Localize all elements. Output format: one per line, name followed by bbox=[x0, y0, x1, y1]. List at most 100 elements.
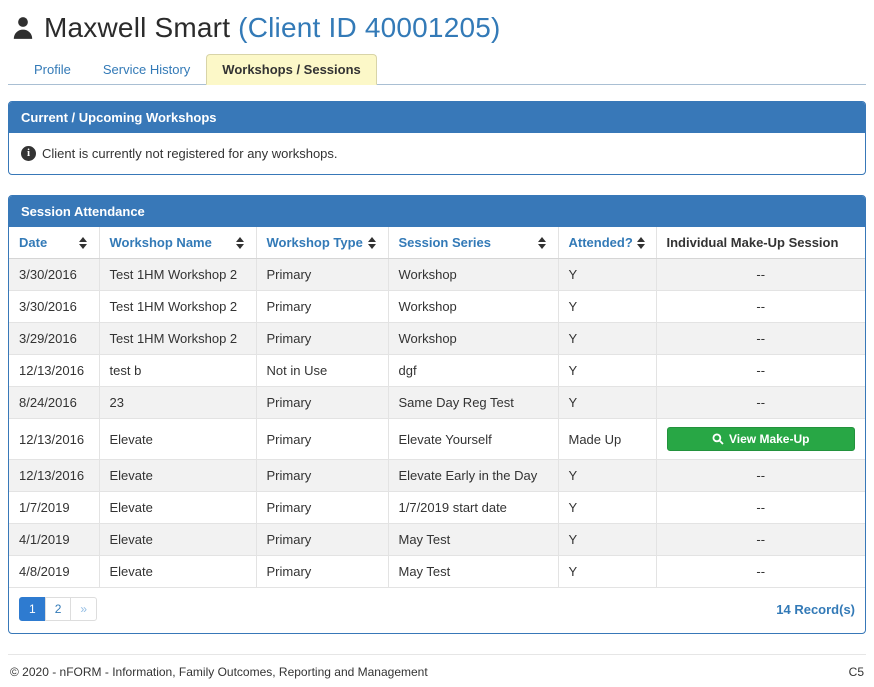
tab-workshops-sessions[interactable]: Workshops / Sessions bbox=[206, 54, 377, 85]
upcoming-panel-title: Current / Upcoming Workshops bbox=[9, 102, 865, 133]
cell-workshop-type: Primary bbox=[255, 491, 389, 524]
cell-workshop-type: Primary bbox=[255, 523, 389, 556]
cell-attended: Y bbox=[557, 258, 657, 291]
cell-date: 12/13/2016 bbox=[9, 354, 100, 387]
cell-date: 8/24/2016 bbox=[9, 386, 100, 419]
cell-attended: Y bbox=[557, 555, 657, 588]
table-row: 3/30/2016 Test 1HM Workshop 2 Primary Wo… bbox=[9, 290, 865, 323]
table-row: 4/1/2019 Elevate Primary May Test Y -- bbox=[9, 523, 865, 556]
tab-bar: Profile Service History Workshops / Sessio… bbox=[8, 54, 866, 85]
table-row: 12/13/2016 test b Not in Use dgf Y -- bbox=[9, 354, 865, 387]
cell-makeup: -- bbox=[655, 258, 865, 291]
table-row: 3/30/2016 Test 1HM Workshop 2 Primary Wo… bbox=[9, 258, 865, 291]
cell-attended: Y bbox=[557, 290, 657, 323]
user-icon bbox=[10, 15, 36, 41]
pagination-page-1[interactable]: 1 bbox=[19, 597, 46, 621]
page-title: Maxwell Smart (Client ID 40001205) bbox=[44, 12, 501, 44]
column-header-session-series[interactable]: Session Series bbox=[387, 227, 559, 259]
record-count: 14 Record(s) bbox=[776, 601, 855, 617]
column-header-workshop-name[interactable]: Workshop Name bbox=[98, 227, 257, 259]
cell-attended: Y bbox=[557, 523, 657, 556]
cell-makeup: View Make-Up bbox=[655, 418, 865, 460]
client-id: (Client ID 40001205) bbox=[238, 12, 501, 43]
upcoming-panel-body: i Client is currently not registered for… bbox=[9, 133, 865, 174]
footer-code: C5 bbox=[848, 665, 864, 679]
table-row: 4/8/2019 Elevate Primary May Test Y -- bbox=[9, 555, 865, 588]
cell-makeup: -- bbox=[655, 491, 865, 524]
cell-workshop-name: Elevate bbox=[98, 555, 257, 588]
table-row: 8/24/2016 23 Primary Same Day Reg Test Y… bbox=[9, 386, 865, 419]
cell-workshop-name: Elevate bbox=[98, 459, 257, 492]
cell-session-series: Workshop bbox=[387, 290, 559, 323]
column-label: Individual Make-Up Session bbox=[666, 235, 839, 250]
cell-attended: Y bbox=[557, 459, 657, 492]
sort-icon[interactable] bbox=[537, 236, 548, 249]
cell-date: 4/1/2019 bbox=[9, 523, 100, 556]
session-attendance-table: Date Workshop Name Workshop Type Session… bbox=[9, 227, 865, 588]
cell-workshop-type: Primary bbox=[255, 386, 389, 419]
tab-profile[interactable]: Profile bbox=[34, 62, 71, 77]
column-label: Workshop Name bbox=[109, 235, 212, 250]
cell-workshop-name: 23 bbox=[98, 386, 257, 419]
cell-date: 3/30/2016 bbox=[9, 258, 100, 291]
sort-icon[interactable] bbox=[78, 236, 89, 249]
cell-workshop-type: Not in Use bbox=[255, 354, 389, 387]
cell-attended: Y bbox=[557, 386, 657, 419]
view-makeup-label: View Make-Up bbox=[729, 432, 810, 446]
view-makeup-button[interactable]: View Make-Up bbox=[666, 427, 855, 451]
cell-session-series: Elevate Yourself bbox=[387, 418, 559, 460]
sort-icon[interactable] bbox=[367, 236, 378, 249]
cell-date: 12/13/2016 bbox=[9, 418, 100, 460]
cell-date: 3/29/2016 bbox=[9, 322, 100, 355]
copyright-text: © 2020 - nFORM - Information, Family Out… bbox=[10, 665, 428, 679]
table-row: 1/7/2019 Elevate Primary 1/7/2019 start … bbox=[9, 491, 865, 524]
cell-session-series: May Test bbox=[387, 523, 559, 556]
cell-workshop-type: Primary bbox=[255, 258, 389, 291]
column-header-attended[interactable]: Attended? bbox=[557, 227, 657, 259]
attendance-panel-title: Session Attendance bbox=[9, 196, 865, 227]
cell-session-series: Same Day Reg Test bbox=[387, 386, 559, 419]
cell-session-series: dgf bbox=[387, 354, 559, 387]
pagination-next[interactable]: » bbox=[70, 597, 98, 621]
cell-workshop-type: Primary bbox=[255, 555, 389, 588]
table-footer: 1 2» 14 Record(s) bbox=[9, 588, 865, 633]
column-label: Attended? bbox=[568, 235, 633, 250]
table-header-row: Date Workshop Name Workshop Type Session… bbox=[9, 227, 865, 259]
column-header-date[interactable]: Date bbox=[9, 227, 100, 259]
cell-workshop-name: Elevate bbox=[98, 523, 257, 556]
pagination-page-2[interactable]: 2 bbox=[44, 597, 72, 621]
info-icon: i bbox=[21, 146, 36, 161]
column-label: Date bbox=[19, 235, 48, 250]
cell-attended: Y bbox=[557, 491, 657, 524]
sort-icon[interactable] bbox=[235, 236, 246, 249]
client-name: Maxwell Smart bbox=[44, 12, 231, 43]
table-row: 12/13/2016 Elevate Primary Elevate Yours… bbox=[9, 418, 865, 460]
cell-date: 4/8/2019 bbox=[9, 555, 100, 588]
table-row: 12/13/2016 Elevate Primary Elevate Early… bbox=[9, 459, 865, 492]
column-header-individual-make-up-session: Individual Make-Up Session bbox=[655, 227, 865, 259]
cell-session-series: Elevate Early in the Day bbox=[387, 459, 559, 492]
client-header: Maxwell Smart (Client ID 40001205) bbox=[10, 12, 866, 44]
cell-attended: Y bbox=[557, 354, 657, 387]
cell-workshop-type: Primary bbox=[255, 322, 389, 355]
cell-attended: Made Up bbox=[557, 418, 657, 460]
cell-makeup: -- bbox=[655, 354, 865, 387]
tab-service-history[interactable]: Service History bbox=[102, 62, 191, 77]
cell-session-series: Workshop bbox=[387, 322, 559, 355]
cell-workshop-name: Test 1HM Workshop 2 bbox=[98, 322, 257, 355]
column-label: Session Series bbox=[398, 235, 492, 250]
cell-session-series: Workshop bbox=[387, 258, 559, 291]
column-header-workshop-type[interactable]: Workshop Type bbox=[255, 227, 389, 259]
session-attendance-panel: Session Attendance Date Workshop Name Wo… bbox=[8, 195, 866, 634]
pagination: 1 2» bbox=[19, 597, 98, 621]
cell-workshop-type: Primary bbox=[255, 290, 389, 323]
cell-date: 1/7/2019 bbox=[9, 491, 100, 524]
cell-workshop-name: Test 1HM Workshop 2 bbox=[98, 290, 257, 323]
cell-workshop-type: Primary bbox=[255, 459, 389, 492]
cell-makeup: -- bbox=[655, 322, 865, 355]
sort-icon[interactable] bbox=[636, 236, 647, 249]
no-workshops-message: Client is currently not registered for a… bbox=[42, 146, 338, 161]
cell-makeup: -- bbox=[655, 290, 865, 323]
cell-makeup: -- bbox=[655, 555, 865, 588]
